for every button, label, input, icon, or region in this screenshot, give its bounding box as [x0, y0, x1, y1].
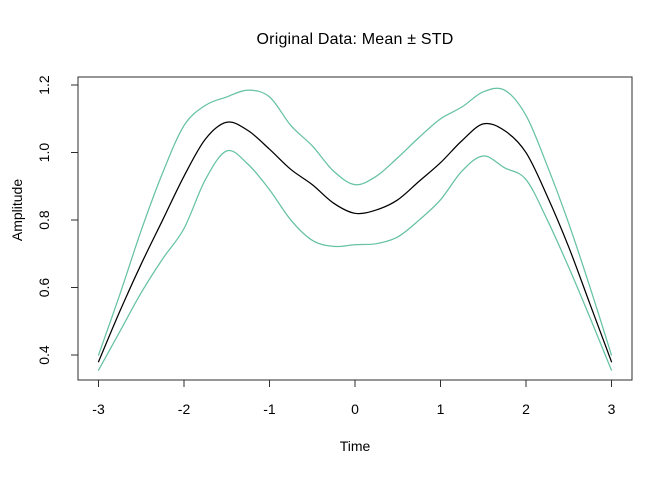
y-tick-label: 0.8 — [36, 210, 52, 230]
x-tick-label: -2 — [178, 401, 191, 417]
x-tick-label: -3 — [92, 401, 105, 417]
y-tick-label: 1.2 — [36, 75, 52, 95]
y-axis-label: Amplitude — [9, 178, 25, 242]
chart-title: Original Data: Mean ± STD — [256, 31, 454, 48]
lower-std-line — [97, 149, 613, 371]
x-axis-label: Time — [339, 438, 371, 454]
y-tick-label: 1.0 — [36, 143, 52, 163]
x-tick-label: 1 — [437, 401, 445, 417]
x-tick-label: -1 — [263, 401, 276, 417]
y-tick-label: 0.4 — [36, 345, 52, 365]
y-tick-label: 0.6 — [36, 278, 52, 298]
mean-line — [97, 121, 613, 363]
plot-box — [77, 76, 633, 381]
upper-std-line — [97, 87, 613, 356]
x-tick-label: 2 — [522, 401, 530, 417]
x-tick-label: 0 — [351, 401, 359, 417]
x-tick-label: 3 — [608, 401, 616, 417]
